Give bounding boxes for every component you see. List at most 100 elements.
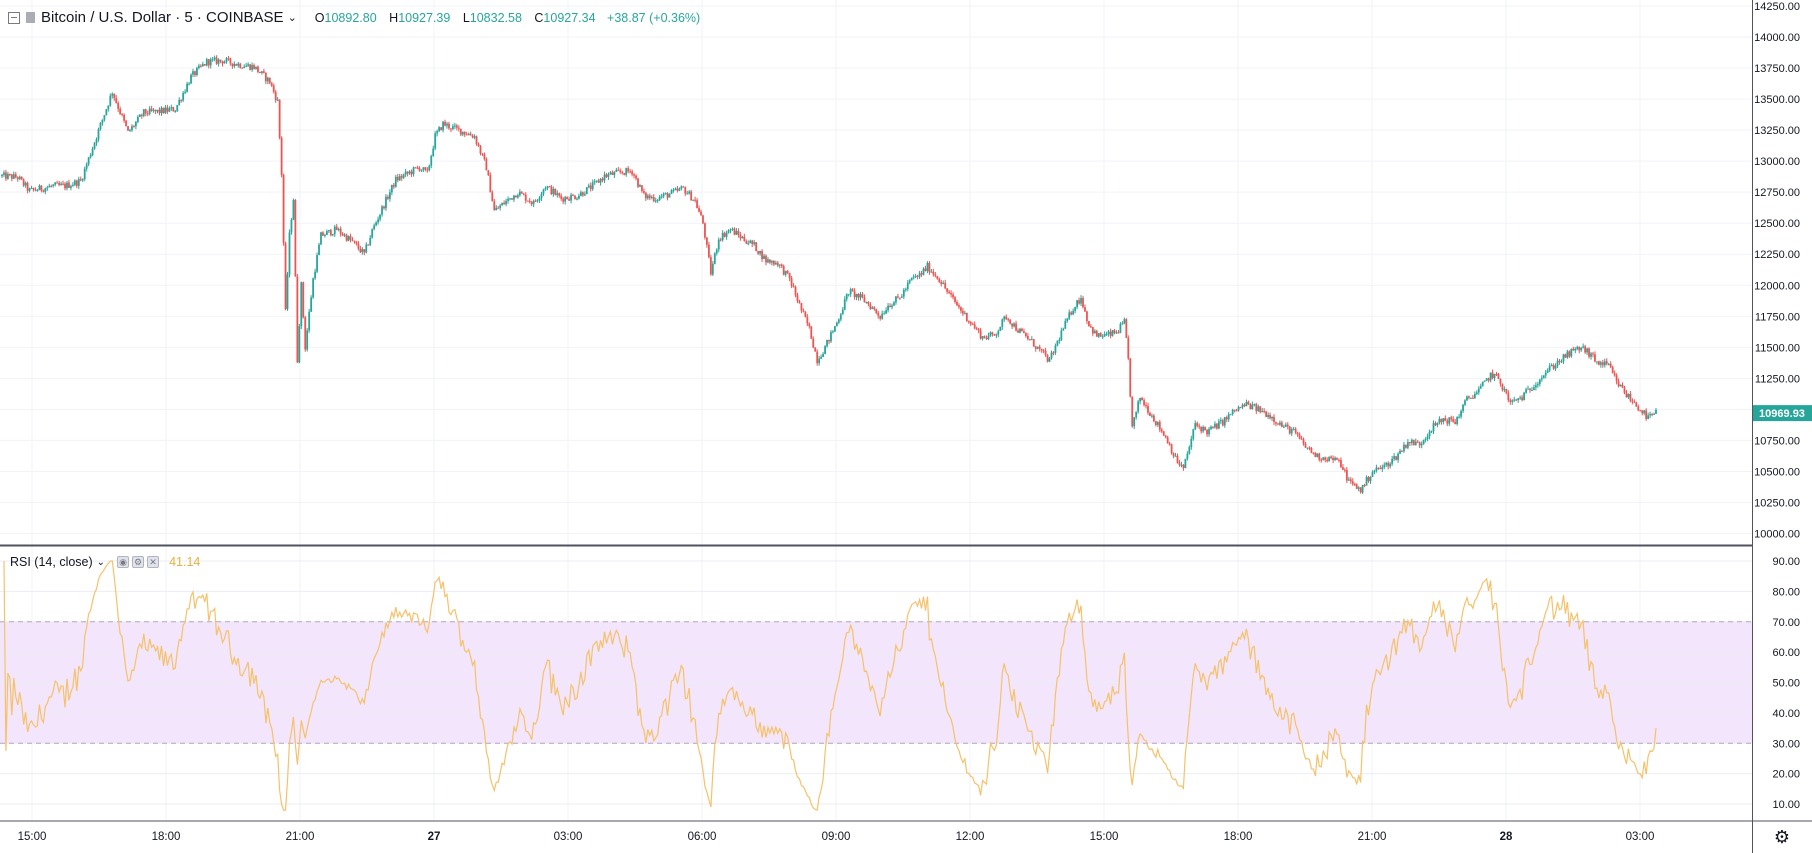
collapse-icon[interactable] [8,11,20,24]
candle-body [1312,452,1315,454]
candle-body [8,174,11,176]
candle-body [727,230,730,233]
candle-body [1336,457,1338,460]
candle-body [692,199,695,201]
candle-body [1212,426,1214,428]
candle-body [509,198,511,200]
candle-body [1330,456,1333,458]
candle-body [678,188,681,191]
candle-body [1481,381,1484,387]
candle-body [1271,416,1273,419]
candle-body [1477,388,1480,393]
candle-body [1562,354,1565,362]
symbol-title[interactable]: Bitcoin / U.S. Dollar · 5 · COINBASE [41,9,284,26]
candle-body [1473,393,1476,399]
candle-body [1574,348,1577,351]
candle-body [1074,307,1077,311]
candle-body [507,198,509,201]
candle-body [658,196,661,200]
candle-body [1334,457,1336,461]
candle-body [505,200,507,205]
candle-body [1338,459,1340,461]
candle-body [828,339,830,342]
candle-body [101,119,104,123]
candle-body [1615,375,1618,382]
price-tick-label: 13500.00 [1754,94,1800,106]
candle-body [1625,392,1628,398]
candle-body [1198,425,1201,427]
chevron-down-icon[interactable]: ⌄ [287,12,297,24]
candle-body [247,64,250,66]
candle-body [834,326,836,332]
candle-body [1101,336,1104,338]
candle-body [1168,443,1171,445]
candle-body [170,107,173,109]
candle-body [274,91,277,101]
candle-body [1275,421,1277,424]
candle-body [71,184,74,187]
candle-body [1546,370,1549,373]
candle-body [261,71,263,73]
candle-body [898,297,901,299]
candle-body [585,187,588,195]
candle-body [985,337,988,339]
candle-body [1550,364,1553,367]
candle-body [66,182,68,189]
candle-body [7,174,9,179]
settings-icon[interactable]: ⚙ [1773,827,1791,847]
candle-body [629,171,632,173]
candle-body [979,330,982,339]
rsi-title[interactable]: RSI (14, close) [10,555,93,569]
candle-body [292,199,295,220]
candle-body [578,195,580,199]
candle-body [1023,331,1025,334]
candle-body [400,176,403,178]
candle-body [1109,331,1112,336]
candle-body [593,181,596,183]
candle-body [1229,414,1232,416]
candle-body [814,347,817,352]
candle-body [1509,400,1512,402]
candle-body [1458,416,1460,418]
candle-body [1003,316,1006,320]
candle-body [288,232,291,275]
chevron-down-icon[interactable]: ⌄ [96,556,106,568]
flag-icon[interactable] [26,12,35,23]
candle-body [253,65,255,69]
candle-body [1082,298,1084,308]
candle-body [1471,397,1474,399]
candle-body [1570,348,1573,357]
gear-icon[interactable]: ⚙ [132,556,145,568]
eye-icon[interactable]: ◉ [117,556,130,568]
candle-body [589,185,592,190]
candle-body [1184,458,1187,468]
candle-body [469,133,472,136]
candle-body [239,63,242,68]
candle-body [1241,404,1244,408]
candle-body [942,282,945,284]
candle-body [1091,326,1094,334]
rsi-tick-label: 80.00 [1772,586,1800,598]
candle-body [832,331,834,333]
candle-body [983,336,986,338]
candle-body [243,66,246,68]
candle-body [1617,381,1620,387]
close-icon[interactable]: ✕ [147,556,160,568]
candle-body [790,278,793,287]
candle-body [1450,417,1453,420]
candle-body [1227,414,1230,420]
candle-body [1495,374,1498,376]
last-price-label: 10969.93 [1759,408,1805,420]
candle-body [1629,393,1632,401]
candle-body [772,260,775,265]
candle-body [1042,350,1045,352]
candle-body [786,270,789,273]
candle-body [837,319,840,323]
candle-body [849,289,852,295]
candle-body [1529,388,1531,391]
candle-body [1556,360,1559,366]
candle-body [1009,319,1012,324]
candle-body [1446,420,1449,424]
candle-body [18,176,21,179]
